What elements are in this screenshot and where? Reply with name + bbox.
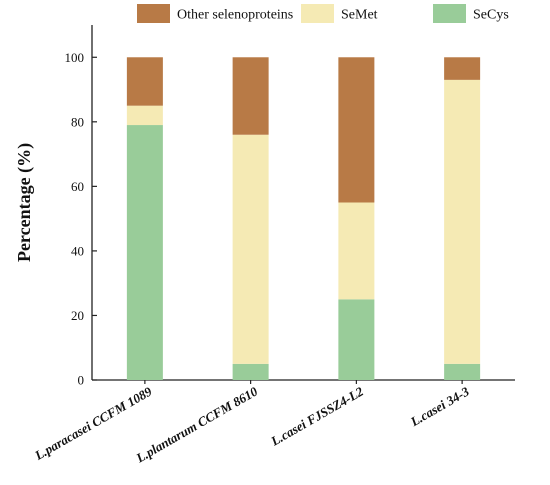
y-tick-label: 20 [71, 308, 84, 323]
bars [126, 57, 481, 380]
bar-segment-secys [126, 125, 163, 380]
legend-label: SeMet [341, 8, 378, 23]
legend: Other selenoproteins SeMet SeCys [137, 4, 509, 23]
y-tick-label: 100 [65, 50, 85, 65]
y-axis-title: Percentage (%) [14, 143, 35, 262]
y-tick-label: 80 [71, 114, 84, 129]
bar-segment-other-selenoproteins [232, 57, 269, 135]
legend-label: Other selenoproteins [177, 8, 293, 23]
bar-segment-secys [232, 363, 269, 380]
legend-swatch [301, 4, 334, 23]
legend-swatch [137, 4, 170, 23]
bar-segment-other-selenoproteins [444, 57, 481, 80]
bar-segment-semet [338, 202, 375, 300]
bar-segment-secys [444, 363, 481, 380]
bar-segment-semet [444, 79, 481, 364]
bar-segment-semet [232, 134, 269, 364]
bar-segment-secys [338, 299, 375, 380]
x-category-label: L.casei 34-3 [407, 383, 472, 429]
bar-segment-other-selenoproteins [338, 57, 375, 203]
y-tick-label: 0 [78, 373, 85, 388]
legend-label: SeCys [473, 8, 509, 23]
y-tick-label: 40 [71, 243, 84, 258]
legend-swatch [433, 4, 466, 23]
x-category-label: L.casei FJSSZ4-L2 [267, 383, 366, 449]
y-tick-label: 60 [71, 179, 84, 194]
bar-segment-semet [126, 105, 163, 126]
bar-segment-other-selenoproteins [126, 57, 163, 106]
